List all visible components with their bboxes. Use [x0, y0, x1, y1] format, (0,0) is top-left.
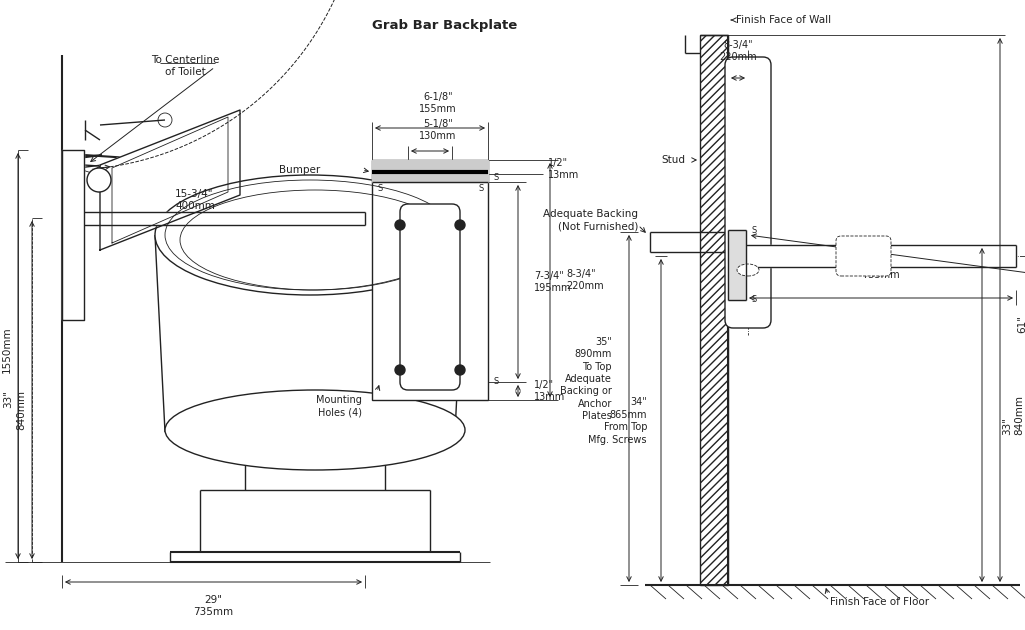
Text: S: S: [479, 184, 484, 193]
Ellipse shape: [165, 390, 465, 470]
Polygon shape: [84, 212, 365, 225]
Text: Stud: Stud: [661, 155, 685, 165]
Text: 8-3/4"
220mm: 8-3/4" 220mm: [566, 269, 604, 291]
Text: 5-1/8"
130mm: 5-1/8" 130mm: [419, 118, 457, 141]
Text: Grab Bar Backplate: Grab Bar Backplate: [372, 18, 518, 32]
Polygon shape: [372, 160, 488, 182]
FancyBboxPatch shape: [725, 57, 771, 328]
Circle shape: [87, 168, 111, 192]
Text: S: S: [752, 226, 757, 235]
Text: S: S: [493, 377, 498, 386]
Text: 35"
890mm
To Top
Adequate
Backing or
Anchor
Plates: 35" 890mm To Top Adequate Backing or Anc…: [560, 337, 612, 421]
Text: 29"
735mm: 29" 735mm: [862, 258, 900, 280]
Text: 61"
1550mm: 61" 1550mm: [1017, 287, 1025, 333]
Circle shape: [395, 220, 405, 230]
Text: S: S: [752, 295, 757, 304]
Polygon shape: [100, 110, 240, 250]
Polygon shape: [746, 245, 1016, 267]
Text: Bumper: Bumper: [279, 165, 320, 175]
Text: 8-3/4"
220mm: 8-3/4" 220mm: [720, 40, 756, 62]
Circle shape: [455, 365, 465, 375]
Text: 7-3/4"
195mm: 7-3/4" 195mm: [534, 271, 572, 293]
Text: S: S: [493, 173, 498, 181]
Text: 1/2"
13mm: 1/2" 13mm: [534, 380, 565, 402]
Text: Finish Face of Wall: Finish Face of Wall: [736, 15, 831, 25]
Text: Finish Face of Floor: Finish Face of Floor: [830, 597, 929, 607]
Ellipse shape: [155, 175, 465, 295]
Text: 33"
840mm: 33" 840mm: [1002, 395, 1024, 435]
Polygon shape: [62, 150, 84, 320]
Circle shape: [455, 220, 465, 230]
Text: To Centerline
of Toilet: To Centerline of Toilet: [151, 55, 219, 77]
FancyBboxPatch shape: [400, 204, 460, 390]
Text: 1/2"
13mm: 1/2" 13mm: [548, 158, 579, 180]
Bar: [372, 160, 488, 400]
FancyBboxPatch shape: [836, 236, 891, 276]
Text: S: S: [377, 184, 382, 193]
Polygon shape: [728, 230, 746, 300]
Text: 6-1/8"
155mm: 6-1/8" 155mm: [419, 91, 457, 114]
Text: 34"
865mm
From Top
Mfg. Screws: 34" 865mm From Top Mfg. Screws: [588, 398, 647, 445]
Ellipse shape: [737, 264, 758, 276]
Text: 33"
840mm: 33" 840mm: [4, 390, 26, 430]
Text: 15-3/4"
400mm: 15-3/4" 400mm: [175, 189, 215, 211]
Text: Adequate Backing
(Not Furnished): Adequate Backing (Not Furnished): [543, 209, 638, 231]
Circle shape: [395, 365, 405, 375]
Text: 61"
1550mm: 61" 1550mm: [0, 327, 12, 374]
Text: Mounting
Holes (4): Mounting Holes (4): [316, 395, 362, 418]
Bar: [700, 35, 728, 585]
Text: 29"
735mm: 29" 735mm: [193, 595, 233, 617]
